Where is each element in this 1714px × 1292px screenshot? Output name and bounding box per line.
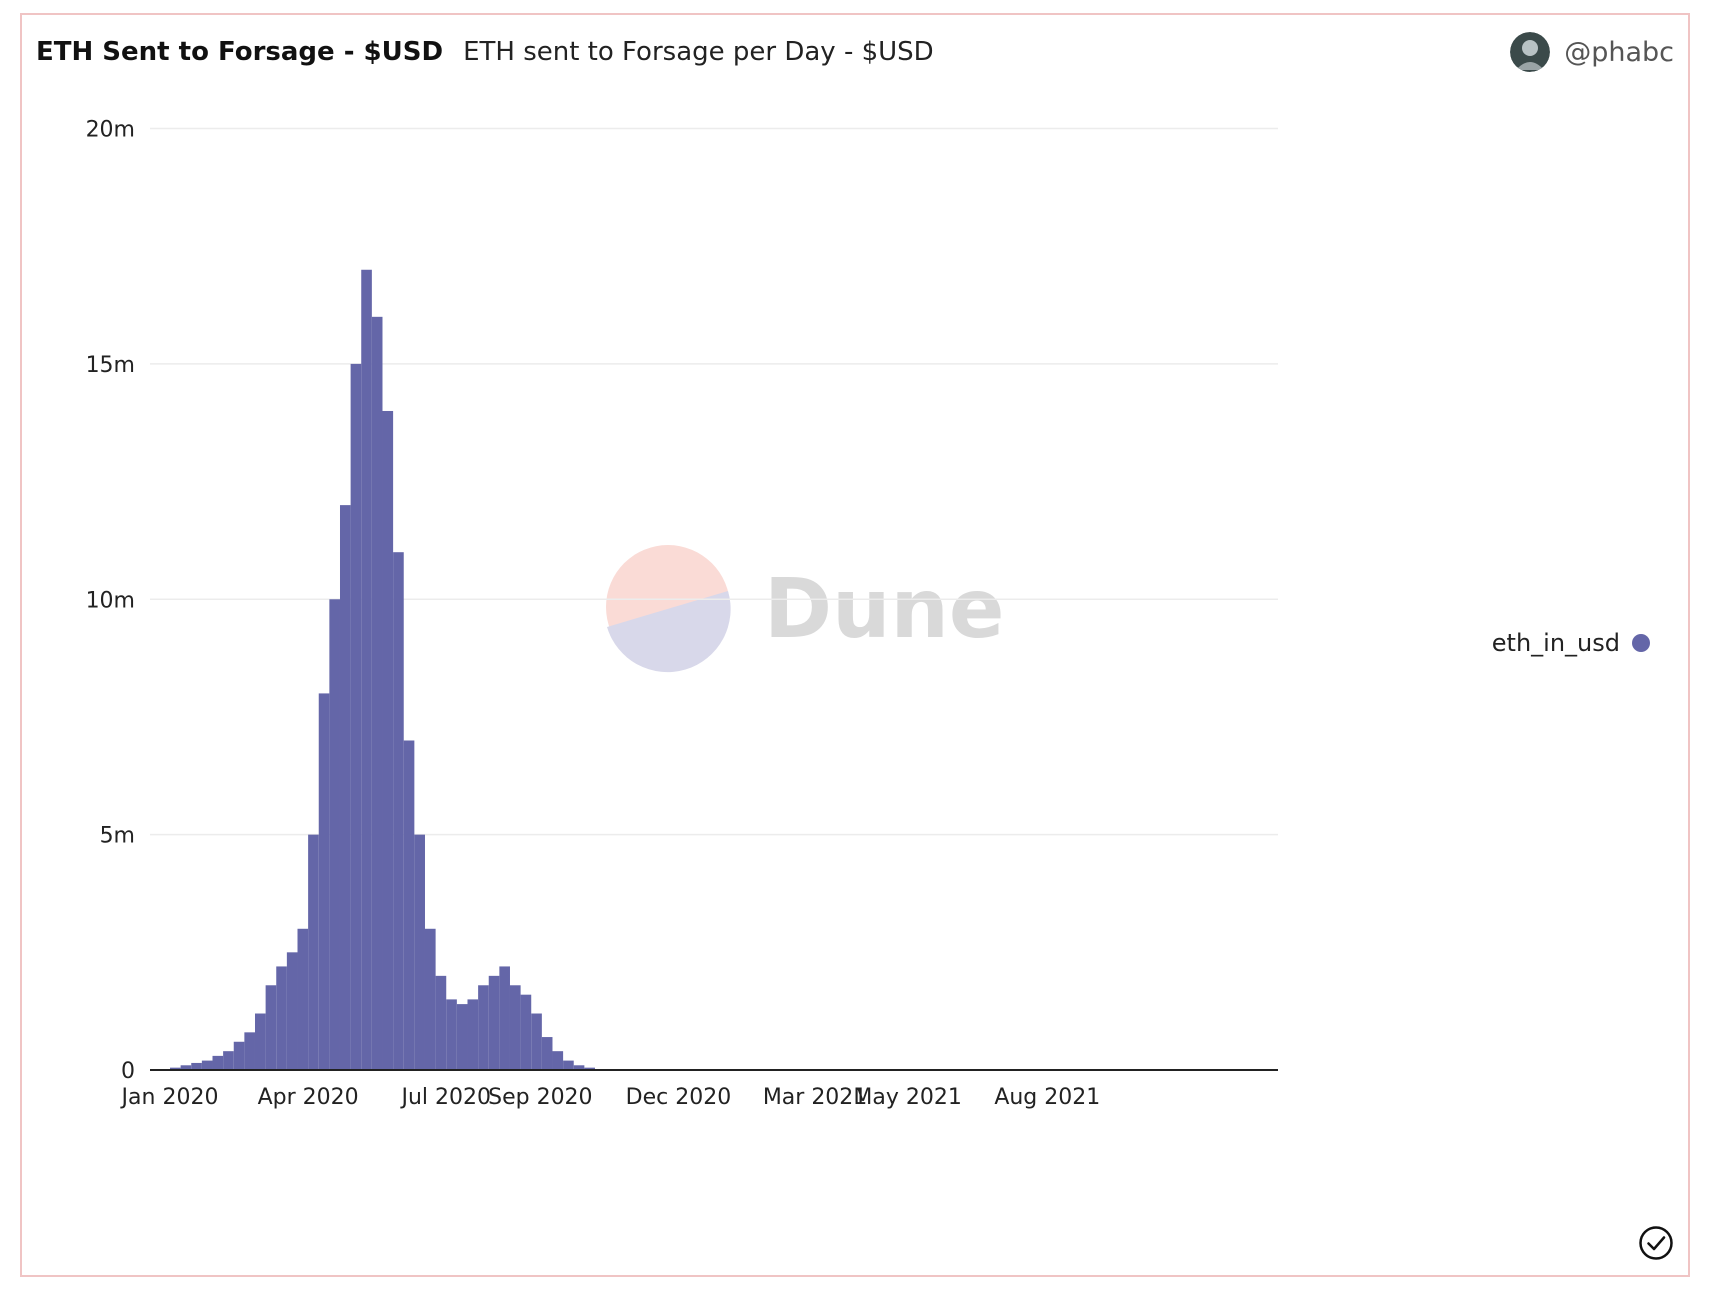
legend-label: eth_in_usd [1491,629,1620,657]
bar[interactable] [435,975,447,1070]
bar[interactable] [531,1013,542,1070]
bar[interactable] [201,1060,213,1070]
bar[interactable] [223,1051,234,1070]
bar[interactable] [170,1067,181,1070]
legend-dot [1632,634,1650,652]
bars [170,269,670,1071]
x-tick-label: Mar 2021 [763,1085,868,1110]
chart-area: Dune 0 5m 10m 15m 20m Jan 2020 Apr 2020 Jul 20… [22,15,1692,1279]
bar[interactable] [255,1013,266,1070]
bar[interactable] [424,928,436,1070]
user-link[interactable]: @phabc [1510,29,1674,75]
bar[interactable] [414,834,425,1070]
bar[interactable] [297,928,309,1070]
bar[interactable] [456,1004,468,1070]
bar[interactable] [403,740,415,1070]
bar[interactable] [446,999,457,1070]
bar[interactable] [499,966,510,1070]
bar[interactable] [361,269,372,1070]
bar[interactable] [286,952,298,1070]
bar[interactable] [563,1060,574,1070]
x-tick-label: Jul 2020 [399,1085,491,1110]
x-tick-label: Sep 2020 [488,1085,592,1110]
bar[interactable] [382,410,394,1071]
check-circle-icon[interactable] [1638,1225,1674,1261]
y-tick-label: 20m [86,118,135,143]
y-axis-ticks: 0 5m 10m 15m 20m [86,118,135,1084]
bar[interactable] [191,1062,202,1070]
bar[interactable] [393,552,404,1070]
username[interactable]: @phabc [1564,36,1674,68]
watermark-text: Dune [764,562,1004,657]
bar[interactable] [509,985,521,1070]
x-tick-label: Apr 2020 [258,1085,359,1110]
bar[interactable] [541,1037,553,1070]
bar[interactable] [478,985,489,1070]
chart-card: Dune 0 5m 10m 15m 20m Jan 2020 Apr 2020 Jul 20… [20,13,1690,1277]
bar[interactable] [371,316,383,1071]
bar[interactable] [318,693,330,1070]
x-tick-label: Dec 2020 [626,1085,732,1110]
watermark-logo-bottom [607,591,731,673]
bar[interactable] [552,1051,564,1070]
y-tick-label: 15m [86,353,135,378]
x-tick-label: Aug 2021 [994,1085,1100,1110]
chart-svg: Dune 0 5m 10m 15m 20m Jan 2020 Apr 2020 Jul 20… [86,118,1278,1110]
bar[interactable] [180,1065,192,1070]
chart-subtitle: ETH sent to Forsage per Day - $USD [463,37,934,67]
bar[interactable] [233,1041,245,1070]
legend: eth_in_usd [1492,629,1650,657]
bar[interactable] [573,1065,585,1070]
bar[interactable] [329,599,340,1070]
x-tick-label: Jan 2020 [120,1085,219,1110]
bar[interactable] [339,505,351,1070]
bar[interactable] [308,834,319,1070]
bar[interactable] [244,1032,255,1070]
y-tick-label: 5m [100,824,135,849]
bar[interactable] [276,966,287,1070]
bar[interactable] [265,985,277,1070]
chart-title: ETH Sent to Forsage - $USD [36,37,444,67]
bar[interactable] [467,999,479,1070]
bar[interactable] [488,975,500,1070]
avatar[interactable] [1510,32,1551,72]
dune-watermark: Dune [606,545,1004,673]
bar[interactable] [520,994,532,1070]
bar[interactable] [584,1067,595,1070]
chart-header: ETH Sent to Forsage - $USD ETH sent to F… [36,29,1674,75]
avatar-image [1510,32,1551,72]
y-tick-label: 0 [121,1059,135,1084]
x-tick-label: May 2021 [853,1085,961,1110]
bar[interactable] [212,1055,224,1070]
bar[interactable] [350,363,362,1070]
y-tick-label: 10m [86,588,135,613]
